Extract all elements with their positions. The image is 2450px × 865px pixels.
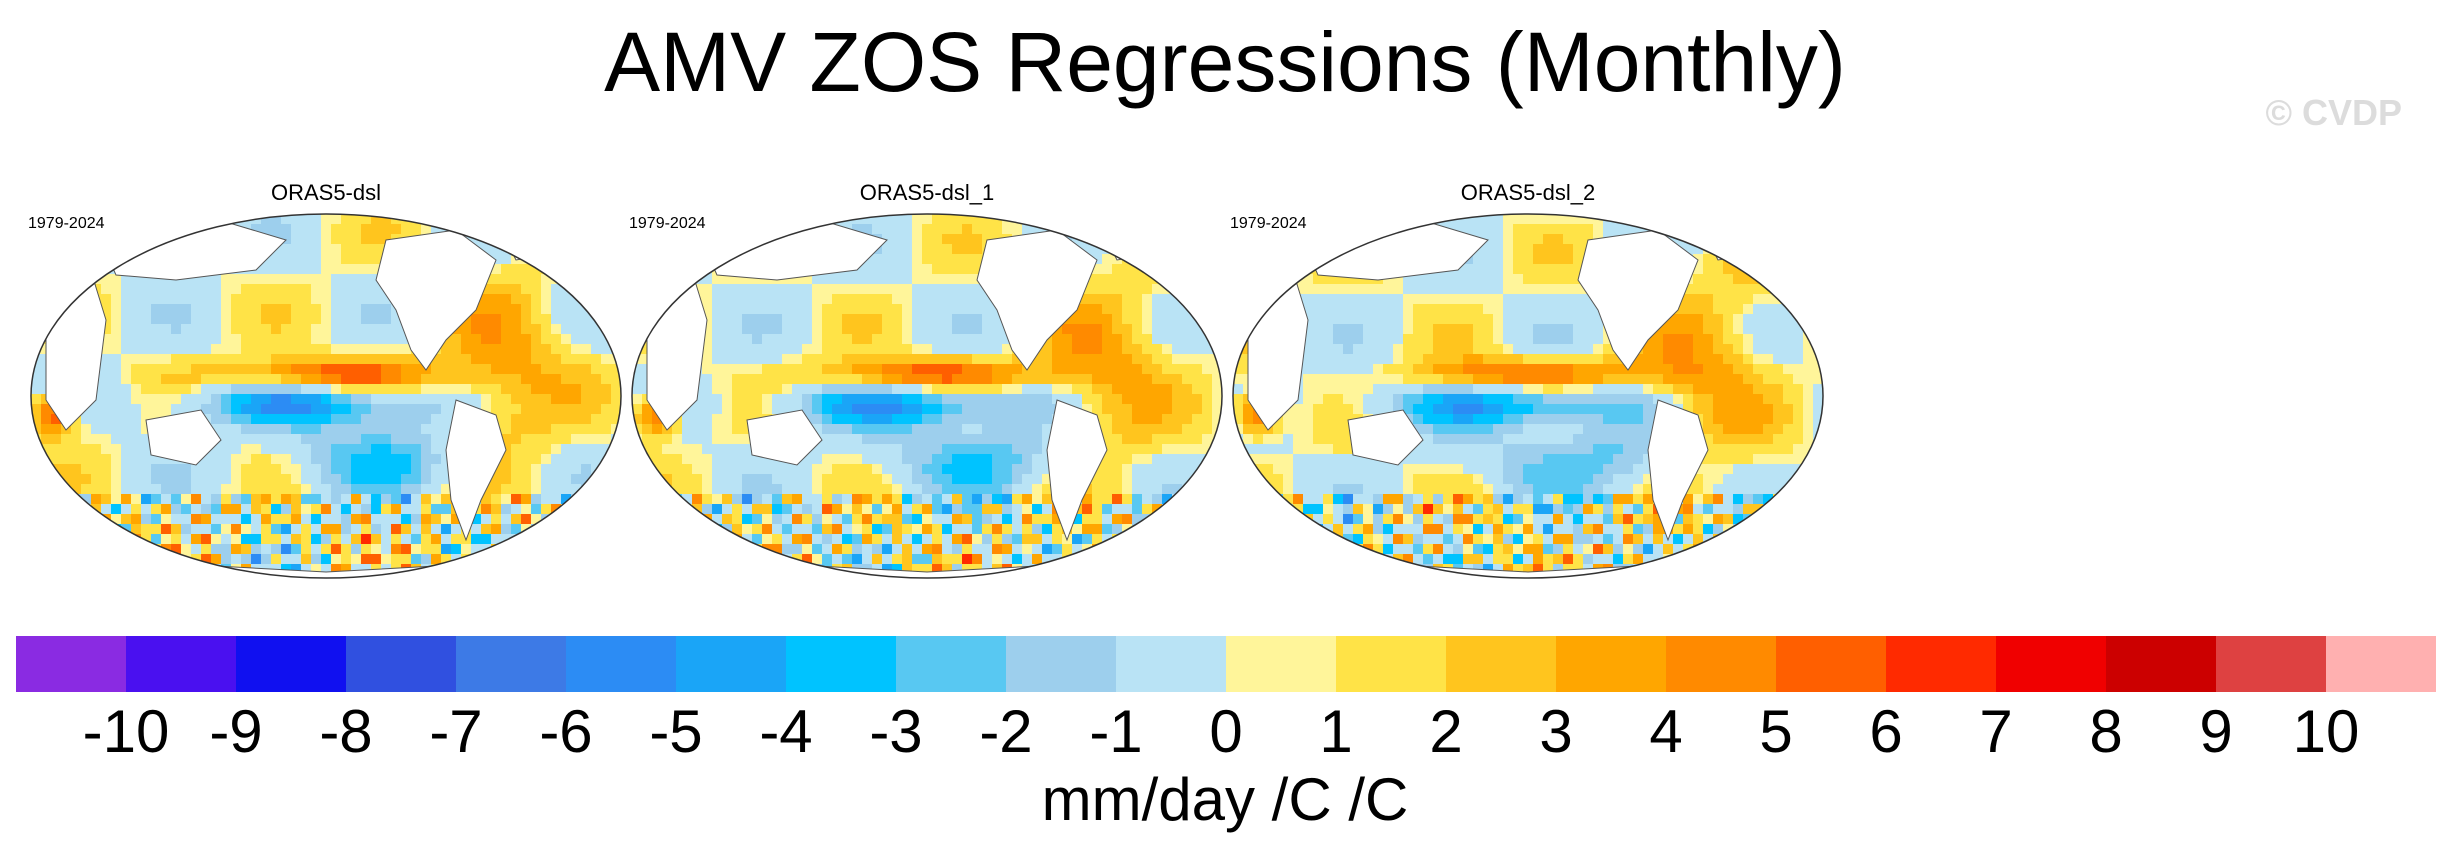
colorbar-tick-label: -5 (649, 698, 703, 765)
land-australia (145, 409, 222, 466)
panel-title: ORAS5-dsl_2 (1460, 180, 1596, 205)
colorbar-tick-label: -2 (979, 698, 1033, 765)
colorbar-tick-label: 8 (2089, 698, 2123, 765)
colorbar-swatch (786, 636, 897, 692)
panel-title: ORAS5-dsl_1 (859, 180, 995, 205)
colorbar-units: mm/day /C /C (1041, 766, 1409, 833)
land-south-america (1046, 399, 1108, 542)
colorbar-swatch (676, 636, 787, 692)
land-south-america (445, 399, 507, 542)
regression-map (631, 213, 1223, 579)
colorbar-swatch (346, 636, 457, 692)
map-panel-2: ORAS5-dsl_1 1979-2024 (627, 180, 1227, 580)
colorbar-tick-label: 7 (1979, 698, 2013, 765)
colorbar-swatch (2216, 636, 2327, 692)
colorbar-tick-label: -4 (759, 698, 813, 765)
colorbar-tick-label: -1 (1089, 698, 1143, 765)
colorbar-swatch (456, 636, 567, 692)
map-border (631, 213, 1223, 579)
colorbar-swatch (1336, 636, 1447, 692)
colorbar (16, 636, 2436, 692)
panel-period: 1979-2024 (28, 215, 105, 232)
colorbar-swatch (126, 636, 237, 692)
colorbar-tick-label: -8 (319, 698, 373, 765)
colorbar-swatch (896, 636, 1007, 692)
map-border (1232, 213, 1824, 579)
panel-title: ORAS5-dsl (270, 180, 382, 205)
map-panel-1: ORAS5-dsl 1979-2024 (26, 180, 626, 580)
land-australia (746, 409, 823, 466)
land-north-america (976, 229, 1098, 371)
colorbar-tick-label: 3 (1539, 698, 1573, 765)
panel-period: 1979-2024 (1230, 215, 1307, 232)
regression-map (1232, 213, 1824, 579)
map-border (30, 213, 622, 579)
colorbar-swatch (16, 636, 127, 692)
regression-map (30, 213, 622, 579)
colorbar-tick-label: -6 (539, 698, 593, 765)
colorbar-swatch (1006, 636, 1117, 692)
land-north-america (375, 229, 497, 371)
colorbar-swatch (1556, 636, 1667, 692)
colorbar-tick-label: 1 (1319, 698, 1353, 765)
land-north-america (1577, 229, 1699, 371)
colorbar-swatch (566, 636, 677, 692)
colorbar-tick-label: 6 (1869, 698, 1903, 765)
colorbar-tick-label: 4 (1649, 698, 1683, 765)
colorbar-tick-label: -7 (429, 698, 483, 765)
colorbar-swatch (236, 636, 347, 692)
map-panel-3: ORAS5-dsl_2 1979-2024 (1228, 180, 1828, 580)
colorbar-tick-label: -3 (869, 698, 923, 765)
colorbar-tick-label: 5 (1759, 698, 1793, 765)
colorbar-swatch (1886, 636, 1997, 692)
cvdp-watermark: © CVDP (2265, 92, 2402, 133)
panel-period: 1979-2024 (629, 215, 706, 232)
colorbar-swatch (2106, 636, 2217, 692)
colorbar-swatch (1666, 636, 1777, 692)
colorbar-tick-label: 2 (1429, 698, 1463, 765)
land-south-america (1647, 399, 1709, 542)
colorbar-tick-label: 9 (2199, 698, 2233, 765)
colorbar-swatch (2326, 636, 2436, 692)
colorbar-tick-label: -9 (209, 698, 263, 765)
colorbar-swatch (1996, 636, 2107, 692)
figure-title: AMV ZOS Regressions (Monthly) (604, 15, 1846, 109)
colorbar-tick-label: 10 (2292, 698, 2360, 765)
colorbar-swatch (1116, 636, 1227, 692)
colorbar-swatch (1776, 636, 1887, 692)
colorbar-tick-label: -10 (82, 698, 170, 765)
land-australia (1347, 409, 1424, 466)
colorbar-tick-label: 0 (1209, 698, 1243, 765)
colorbar-swatch (1446, 636, 1557, 692)
colorbar-swatch (1226, 636, 1337, 692)
